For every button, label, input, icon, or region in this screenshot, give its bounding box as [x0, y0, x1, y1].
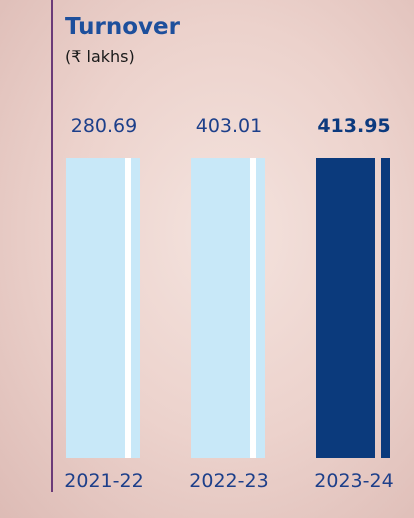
bar-stripe	[381, 158, 390, 458]
bar-gap	[250, 158, 257, 458]
year-label: 2022-23	[189, 470, 268, 492]
unit: (₹ lakhs)	[65, 47, 135, 66]
value-label: 403.01	[196, 115, 262, 137]
value-label: 280.69	[71, 115, 137, 137]
year-label: 2023-24	[314, 470, 393, 492]
bar	[191, 158, 250, 458]
bar-stripe	[256, 158, 265, 458]
bar-gap	[125, 158, 132, 458]
title: Turnover	[65, 14, 181, 40]
bar	[66, 158, 125, 458]
bar	[316, 158, 375, 458]
infographic: Turnover (₹ lakhs) 280.69 2021-22 403.01 20…	[0, 0, 414, 518]
bar-stripe	[131, 158, 140, 458]
value-label: 413.95	[317, 115, 390, 137]
year-label: 2021-22	[64, 470, 143, 492]
